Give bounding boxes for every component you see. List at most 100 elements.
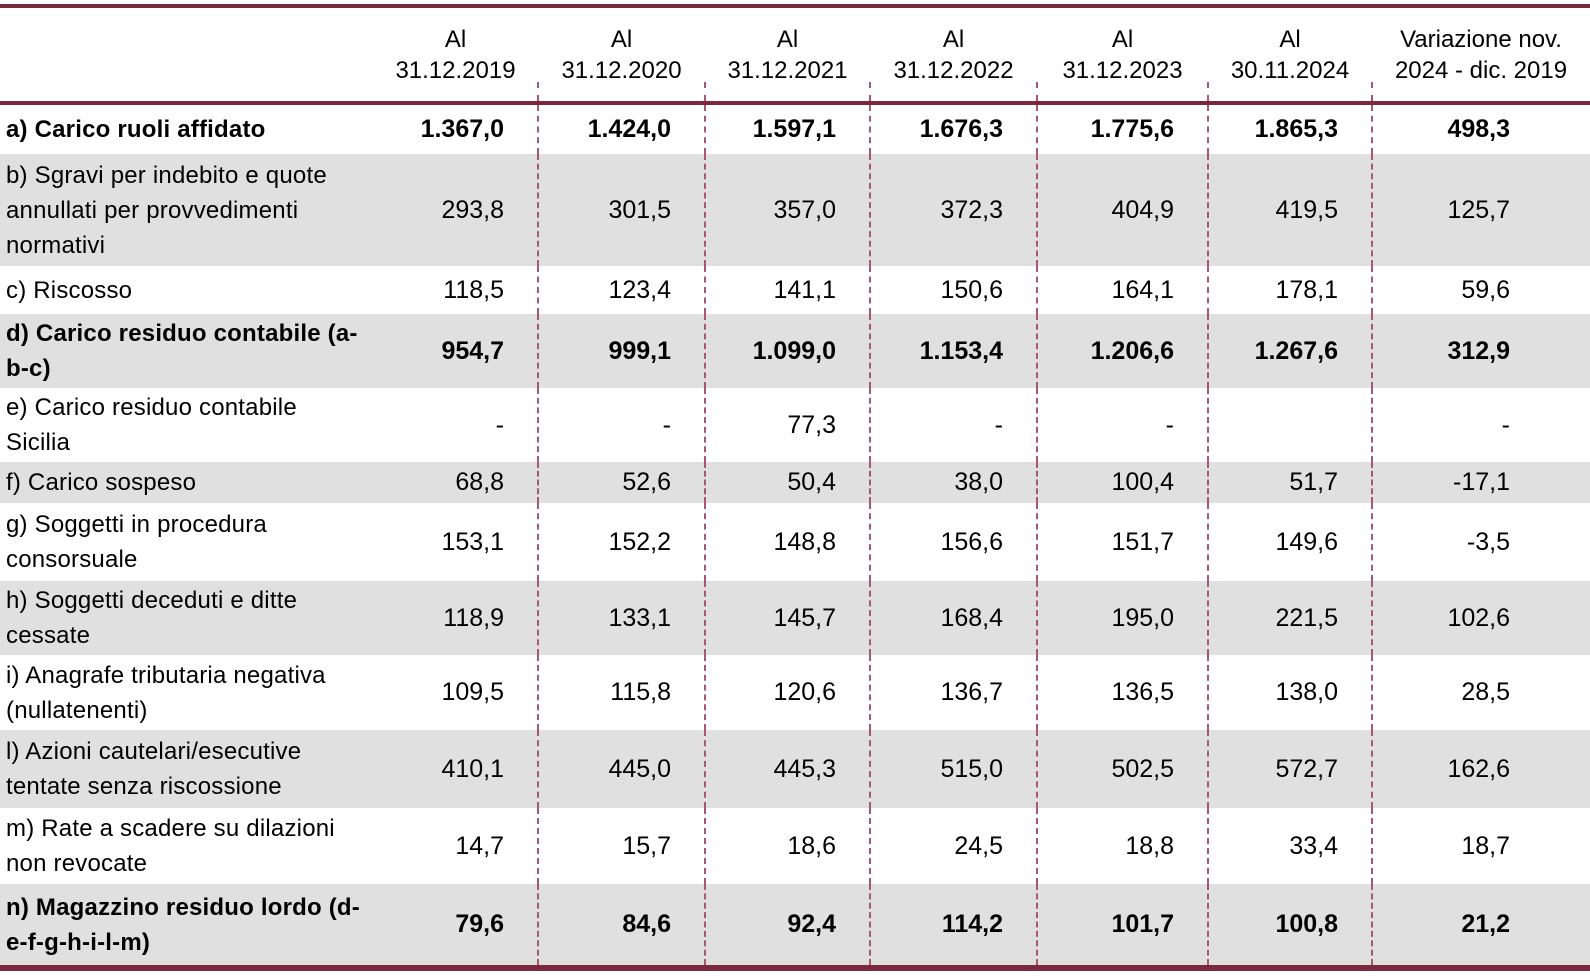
value-cell: 357,0 — [705, 154, 871, 266]
value-cell: 50,4 — [705, 462, 871, 503]
value-cell: 445,3 — [705, 730, 871, 808]
value-cell: 153,1 — [373, 503, 539, 581]
value-cell: 101,7 — [1037, 884, 1209, 968]
value-cell: 84,6 — [538, 884, 706, 968]
value-cell: 118,5 — [373, 266, 539, 314]
value-cell: 136,7 — [870, 655, 1038, 730]
value-cell: -3,5 — [1466, 527, 1510, 556]
value-cell: 28,5 — [1461, 678, 1510, 706]
column-header-line2: 31.12.2021 — [727, 56, 848, 84]
value-cell: -17,1 — [1453, 468, 1510, 496]
value-cell: 33,4 — [1208, 808, 1373, 884]
column-header-line1: Al — [1279, 25, 1301, 53]
value-cell: 498,3 — [1447, 115, 1510, 143]
column-header-line2: 2024 - dic. 2019 — [1394, 56, 1568, 84]
value-cell: 79,6 — [373, 884, 539, 968]
value-cell: 1.865,3 — [1208, 103, 1373, 154]
table-row-l: l) Azioni cautelari/esecutive tentate se… — [0, 730, 1590, 808]
value-cell: 138,0 — [1208, 655, 1373, 730]
value-cell: 1.775,6 — [1037, 103, 1209, 154]
header-row: Al 31.12.2019 Al 31.12.2020 Al 31.12.2021 Al 31… — [0, 6, 1590, 105]
table-row-d: d) Carico residuo contabile (a-b-c) 954,7… — [0, 314, 1590, 388]
value-cell: 572,7 — [1208, 730, 1373, 808]
corner-empty-cell — [0, 6, 373, 105]
value-cell: - — [538, 388, 706, 462]
value-cell: 102,6 — [1447, 603, 1510, 632]
value-cell: 151,7 — [1037, 503, 1209, 581]
value-cell: 152,2 — [538, 503, 706, 581]
value-cell: - — [373, 388, 539, 462]
row-label: h) Soggetti deceduti e ditte cessate — [6, 587, 298, 649]
value-cell: 410,1 — [373, 730, 539, 808]
value-cell: 123,4 — [538, 266, 706, 314]
value-cell: 51,7 — [1208, 462, 1373, 503]
table-row-a: a) Carico ruoli affidato 1.367,0 1.424,0 1.… — [0, 103, 1590, 154]
row-label: f) Carico sospeso — [6, 469, 197, 496]
value-cell: 109,5 — [373, 655, 539, 730]
column-header-line1: Al — [1111, 25, 1134, 53]
value-cell: 1.424,0 — [538, 103, 706, 154]
value-cell: 999,1 — [538, 314, 706, 388]
value-cell: 178,1 — [1208, 266, 1373, 314]
value-cell: 445,0 — [538, 730, 706, 808]
column-header-line2: 31.12.2023 — [1062, 56, 1183, 84]
value-cell: 1.153,4 — [870, 314, 1038, 388]
value-cell: 145,7 — [705, 581, 871, 655]
value-cell: 15,7 — [538, 808, 706, 884]
value-cell: - — [1037, 388, 1209, 462]
value-cell: 118,9 — [373, 581, 539, 655]
value-cell: 24,5 — [870, 808, 1038, 884]
value-cell: 293,8 — [373, 154, 539, 266]
row-label: d) Carico residuo contabile (a-b-c) — [6, 320, 358, 382]
value-cell: 92,4 — [705, 884, 871, 968]
value-cell — [1208, 388, 1373, 462]
column-header-line1: Al — [776, 25, 799, 53]
value-cell: 1.597,1 — [705, 103, 871, 154]
table-row-f: f) Carico sospeso 68,8 52,6 50,4 38,0 100,4 51… — [0, 462, 1590, 503]
value-cell: 18,7 — [1461, 831, 1510, 860]
table-row-i: i) Anagrafe tributaria negativa (nullate… — [0, 655, 1590, 730]
column-header-31.12.2020: Al 31.12.2020 — [538, 6, 706, 105]
table-row-g: g) Soggetti in procedura consorsuale 153,… — [0, 503, 1590, 581]
row-label: g) Soggetti in procedura consorsuale — [6, 511, 267, 573]
value-cell: 136,5 — [1037, 655, 1209, 730]
value-cell: 149,6 — [1208, 503, 1373, 581]
value-cell: 162,6 — [1447, 754, 1510, 783]
value-cell: 150,6 — [870, 266, 1038, 314]
column-header-line2: 31.12.2020 — [561, 56, 682, 84]
row-label: b) Sgravi per indebito e quote annullati… — [6, 161, 327, 259]
value-cell: 125,7 — [1447, 195, 1510, 224]
value-cell: 52,6 — [538, 462, 706, 503]
row-label: n) Magazzino residuo lordo (d-e-f-g-h-i-… — [6, 893, 360, 956]
value-cell: 21,2 — [1461, 910, 1510, 938]
table-row-c: c) Riscosso 118,5 123,4 141,1 150,6 164,1 178,… — [0, 266, 1590, 314]
value-cell: 120,6 — [705, 655, 871, 730]
column-header-31.12.2022: Al 31.12.2022 — [870, 6, 1038, 105]
value-cell: 195,0 — [1037, 581, 1209, 655]
value-cell: 221,5 — [1208, 581, 1373, 655]
value-cell: 38,0 — [870, 462, 1038, 503]
column-header-2024 - dic. 2019: Variazione nov. 2024 - dic. 2019 — [1372, 6, 1590, 105]
row-label: m) Rate a scadere su dilazioni non revoc… — [6, 815, 335, 877]
table-row-b: b) Sgravi per indebito e quote annullati… — [0, 154, 1590, 266]
value-cell: 502,5 — [1037, 730, 1209, 808]
table-row-n: n) Magazzino residuo lordo (d-e-f-g-h-i-… — [0, 884, 1590, 968]
value-cell: 168,4 — [870, 581, 1038, 655]
value-cell: 77,3 — [705, 388, 871, 462]
column-header-line2: 31.12.2019 — [395, 56, 516, 84]
value-cell: 372,3 — [870, 154, 1038, 266]
value-cell: 419,5 — [1208, 154, 1373, 266]
value-cell: 18,8 — [1037, 808, 1209, 884]
table-row-e: e) Carico residuo contabile Sicilia - -77,… — [0, 388, 1590, 462]
column-header-31.12.2023: Al 31.12.2023 — [1037, 6, 1209, 105]
value-cell: 141,1 — [705, 266, 871, 314]
value-cell: 114,2 — [870, 884, 1038, 968]
value-cell: 1.206,6 — [1037, 314, 1209, 388]
column-header-line1: Al — [942, 25, 965, 53]
value-cell: 954,7 — [373, 314, 539, 388]
value-cell: 14,7 — [373, 808, 539, 884]
column-header-line1: Al — [610, 25, 633, 53]
value-cell: 156,6 — [870, 503, 1038, 581]
column-header-line1: Variazione nov. — [1400, 25, 1562, 53]
